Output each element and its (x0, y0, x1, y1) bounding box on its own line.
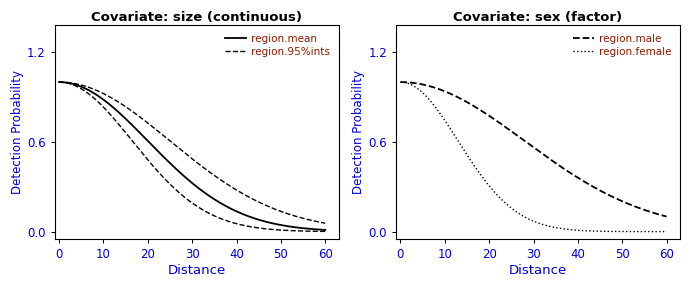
Legend: region.male, region.female: region.male, region.female (570, 31, 674, 60)
Y-axis label: Detection Probability: Detection Probability (11, 70, 24, 194)
X-axis label: Distance: Distance (167, 264, 226, 277)
Title: Covariate: sex (factor): Covariate: sex (factor) (453, 11, 623, 24)
Legend: region.mean, region.95%ints: region.mean, region.95%ints (223, 31, 333, 60)
Y-axis label: Detection Probability: Detection Probability (352, 70, 366, 194)
Title: Covariate: size (continuous): Covariate: size (continuous) (91, 11, 302, 24)
X-axis label: Distance: Distance (509, 264, 567, 277)
